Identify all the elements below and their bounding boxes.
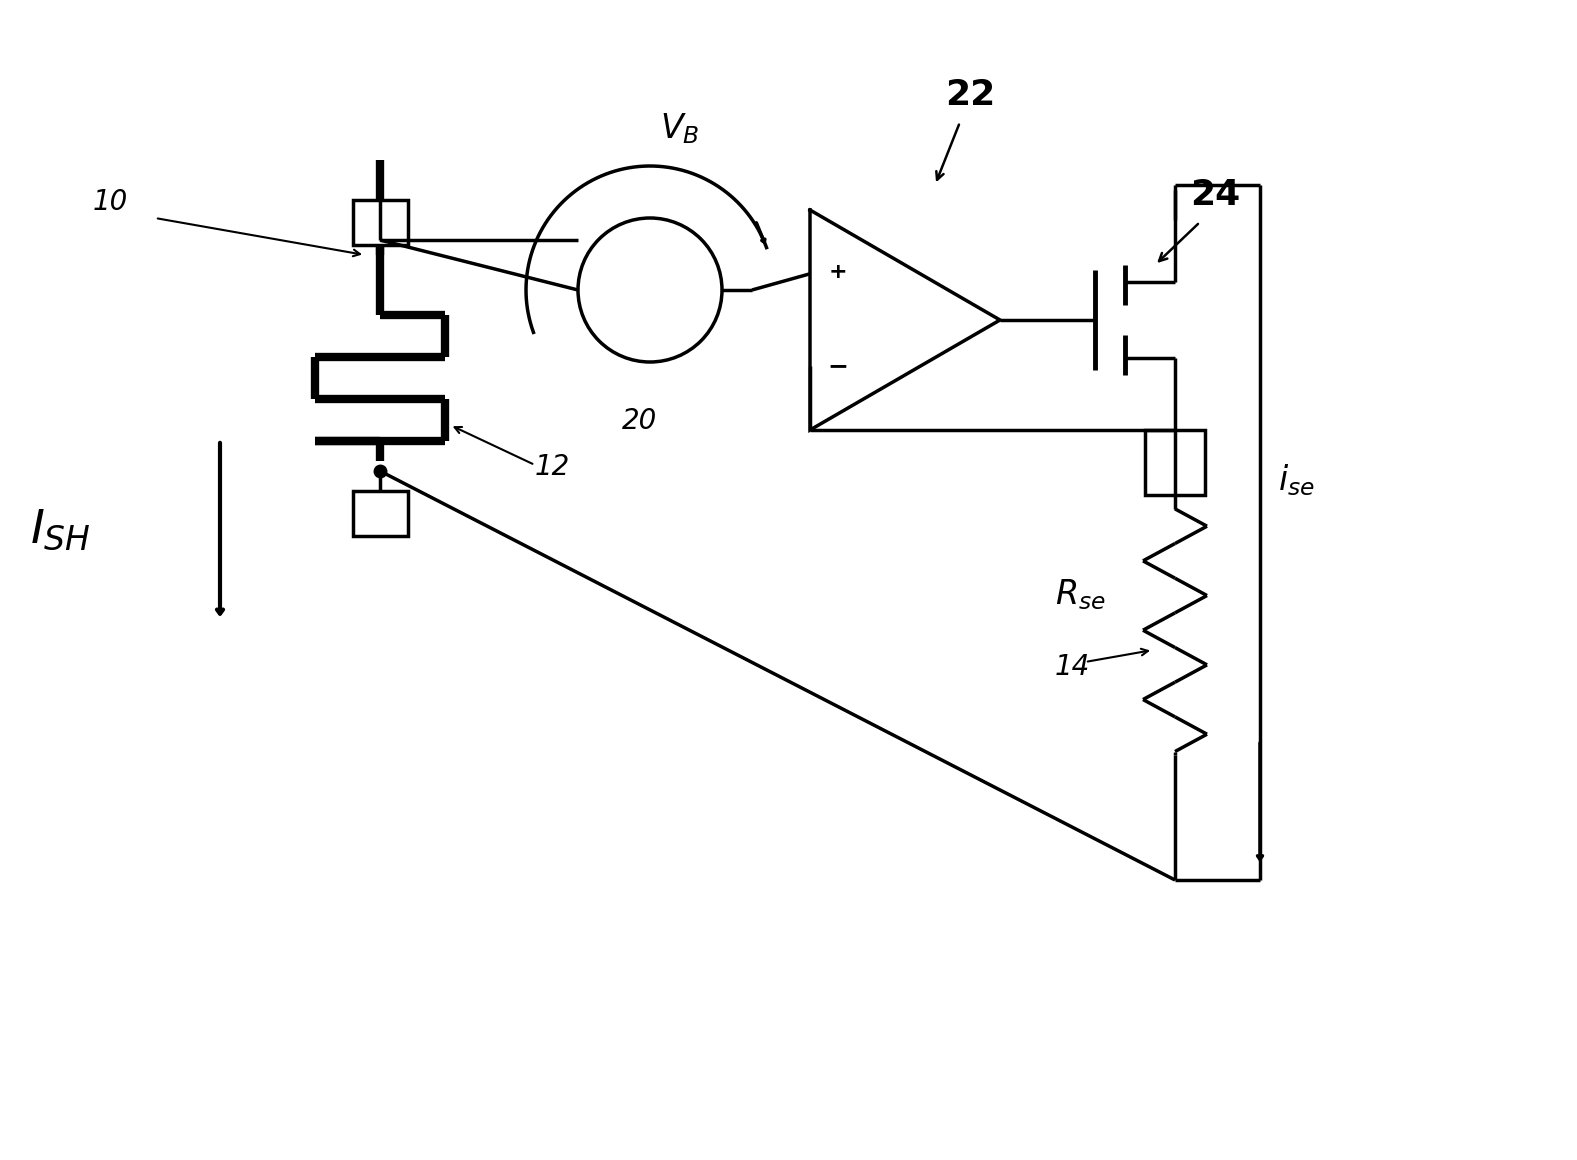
Text: $I_{SH}$: $I_{SH}$ (30, 508, 91, 552)
Bar (353, 491, 407, 536)
Text: 22: 22 (945, 78, 995, 113)
Text: −: − (828, 354, 848, 378)
Text: +: + (828, 262, 847, 282)
Bar (353, 200, 407, 245)
Text: 10: 10 (93, 188, 128, 216)
Text: $i_{se}$: $i_{se}$ (1277, 462, 1315, 498)
Text: 12: 12 (535, 454, 571, 481)
Bar (1145, 430, 1205, 495)
Text: 14: 14 (1055, 653, 1090, 681)
Text: 24: 24 (1191, 177, 1240, 212)
Text: $V_B$: $V_B$ (661, 111, 700, 146)
Text: $R_{se}$: $R_{se}$ (1055, 578, 1105, 612)
Text: 20: 20 (623, 407, 658, 435)
